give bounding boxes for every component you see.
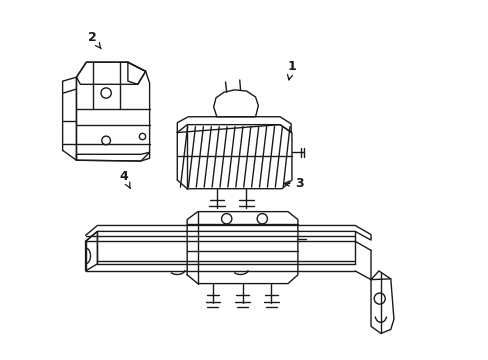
Text: 2: 2 (88, 31, 101, 49)
Text: 1: 1 (287, 60, 296, 80)
Text: 3: 3 (284, 177, 304, 190)
Text: 4: 4 (119, 170, 130, 188)
